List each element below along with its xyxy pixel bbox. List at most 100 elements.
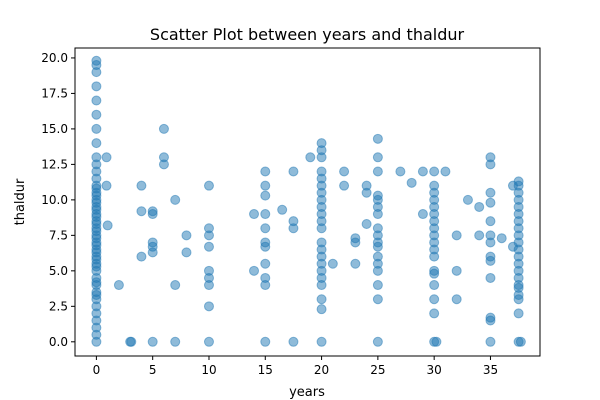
data-point (91, 109, 102, 120)
data-point (91, 138, 102, 149)
data-point (485, 255, 496, 266)
x-tick-label: 25 (370, 363, 385, 377)
data-point (147, 336, 158, 347)
data-point (249, 265, 260, 276)
data-point (431, 336, 442, 347)
data-point (485, 216, 496, 227)
data-point (513, 294, 524, 305)
data-point (102, 220, 113, 231)
data-point (260, 258, 271, 269)
data-point (305, 152, 316, 163)
y-tick-label: 7.5 (49, 228, 68, 242)
data-point (429, 280, 440, 291)
data-point (474, 201, 485, 212)
data-point (277, 204, 288, 215)
data-point (158, 159, 169, 170)
data-point (372, 152, 383, 163)
data-point (170, 336, 181, 347)
data-point (429, 251, 440, 262)
data-point (451, 294, 462, 305)
data-point (440, 166, 451, 177)
data-point (429, 268, 440, 279)
data-point (350, 237, 361, 248)
data-point (203, 241, 214, 252)
data-point (181, 230, 192, 241)
data-point (316, 294, 327, 305)
data-point (372, 241, 383, 252)
x-tick-label: 0 (93, 363, 101, 377)
data-point (485, 315, 496, 326)
data-point (429, 166, 440, 177)
data-point (485, 159, 496, 170)
y-tick-label: 12.5 (41, 157, 68, 171)
y-tick-label: 17.5 (41, 86, 68, 100)
data-point (372, 166, 383, 177)
data-point (339, 180, 350, 191)
x-axis: 0 5 10 15 20 25 30 35 (93, 356, 498, 377)
data-point (101, 152, 112, 163)
y-tick-label: 0.0 (49, 335, 68, 349)
data-point (170, 194, 181, 205)
data-point (361, 187, 372, 198)
data-point (203, 180, 214, 191)
points-layer (91, 55, 526, 347)
data-point (203, 301, 214, 312)
data-point (496, 233, 507, 244)
data-point (260, 209, 271, 220)
data-point (350, 258, 361, 269)
data-point (260, 336, 271, 347)
data-point (249, 209, 260, 220)
data-point (316, 280, 327, 291)
data-point (91, 95, 102, 106)
data-point (260, 223, 271, 234)
data-point (485, 336, 496, 347)
data-point (372, 133, 383, 144)
data-point (451, 230, 462, 241)
x-tick-label: 30 (427, 363, 442, 377)
data-point (260, 241, 271, 252)
data-point (395, 166, 406, 177)
data-point (288, 336, 299, 347)
x-tick-label: 5 (149, 363, 157, 377)
data-point (316, 304, 327, 315)
plot-area (75, 48, 540, 356)
data-point (485, 237, 496, 248)
plot-frame (74, 47, 541, 357)
x-tick-label: 10 (201, 363, 216, 377)
data-point (147, 247, 158, 258)
data-point (485, 187, 496, 198)
data-point (170, 280, 181, 291)
data-point (136, 180, 147, 191)
data-point (260, 190, 271, 201)
data-point (91, 152, 102, 163)
data-point (474, 230, 485, 241)
y-tick-label: 5.0 (49, 264, 68, 278)
data-point (316, 336, 327, 347)
x-tick-label: 35 (483, 363, 498, 377)
data-point (147, 209, 158, 220)
x-axis-label: years (289, 385, 325, 400)
y-tick-label: 10.0 (41, 193, 68, 207)
data-point (203, 230, 214, 241)
chart-title: Scatter Plot between years and thaldur (150, 25, 465, 44)
data-point (260, 280, 271, 291)
data-point (361, 219, 372, 229)
data-point (372, 336, 383, 347)
data-point (181, 247, 192, 258)
data-point (485, 272, 496, 283)
data-point (513, 308, 524, 319)
data-point (136, 251, 147, 262)
y-tick-label: 15.0 (41, 122, 68, 136)
data-point (417, 166, 428, 177)
data-point (406, 177, 417, 188)
y-tick-label: 2.5 (49, 299, 68, 313)
data-point (429, 294, 440, 305)
data-point (372, 265, 383, 276)
y-axis: 0.0 2.5 5.0 7.5 10.0 12.5 15.0 17.5 20.0 (41, 51, 75, 349)
data-point (288, 223, 299, 234)
data-point (260, 180, 271, 191)
data-point (260, 166, 271, 177)
data-point (203, 280, 214, 291)
data-point (91, 123, 102, 134)
